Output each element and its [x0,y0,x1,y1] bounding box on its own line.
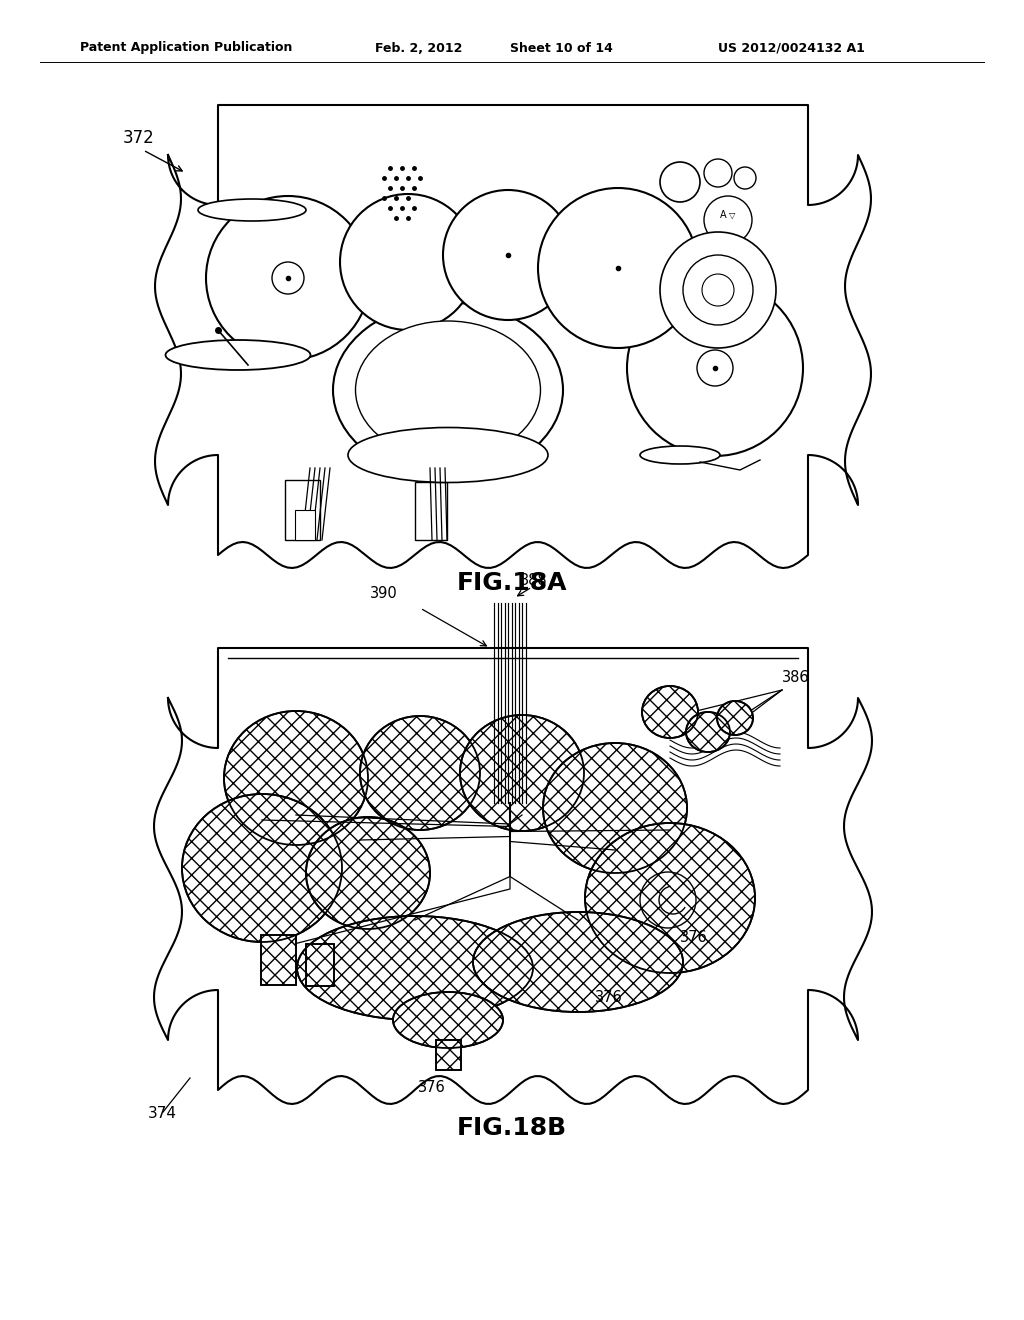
Bar [260,935,296,985]
Ellipse shape [224,711,368,845]
Circle shape [272,261,304,294]
Bar [260,935,296,985]
Circle shape [697,350,733,385]
Text: 376: 376 [595,990,623,1005]
Circle shape [705,158,732,187]
Ellipse shape [473,912,683,1012]
Bar [306,944,334,986]
Text: 390: 390 [370,586,397,601]
Ellipse shape [333,302,563,478]
Circle shape [206,195,370,360]
Bar [306,944,334,986]
Bar [415,482,447,540]
Ellipse shape [640,446,720,465]
Circle shape [734,168,756,189]
Circle shape [660,232,776,348]
Text: 388: 388 [520,573,548,587]
Text: 374: 374 [148,1106,177,1121]
Circle shape [683,255,753,325]
Circle shape [660,162,700,202]
Ellipse shape [585,822,755,973]
Polygon shape [155,106,871,568]
Ellipse shape [543,743,687,873]
Polygon shape [154,648,872,1104]
Circle shape [627,280,803,455]
Text: 372: 372 [123,129,155,147]
Ellipse shape [198,199,306,220]
Circle shape [443,190,573,319]
Ellipse shape [182,795,342,942]
Circle shape [538,187,698,348]
Ellipse shape [348,428,548,483]
Ellipse shape [686,711,730,752]
Ellipse shape [717,701,753,735]
Text: FIG.18A: FIG.18A [457,572,567,595]
Ellipse shape [642,686,698,738]
Circle shape [702,275,734,306]
Circle shape [705,195,752,244]
Text: Feb. 2, 2012: Feb. 2, 2012 [375,41,463,54]
Ellipse shape [166,341,310,370]
Text: ▽: ▽ [729,211,735,220]
Text: Sheet 10 of 14: Sheet 10 of 14 [510,41,613,54]
Circle shape [340,194,476,330]
Ellipse shape [460,715,584,832]
Text: 386: 386 [782,671,810,685]
Bar [435,1040,461,1071]
Text: Patent Application Publication: Patent Application Publication [80,41,293,54]
Text: A: A [720,210,727,220]
Text: 376: 376 [418,1080,445,1096]
Bar [295,510,315,540]
Ellipse shape [297,916,534,1020]
Bar [435,1040,461,1071]
Text: US 2012/0024132 A1: US 2012/0024132 A1 [718,41,865,54]
Ellipse shape [306,817,430,929]
Text: FIG.18B: FIG.18B [457,1115,567,1140]
Text: 376: 376 [680,931,708,945]
Ellipse shape [360,715,480,830]
Ellipse shape [393,993,503,1048]
Bar [285,480,319,540]
Ellipse shape [355,321,541,459]
